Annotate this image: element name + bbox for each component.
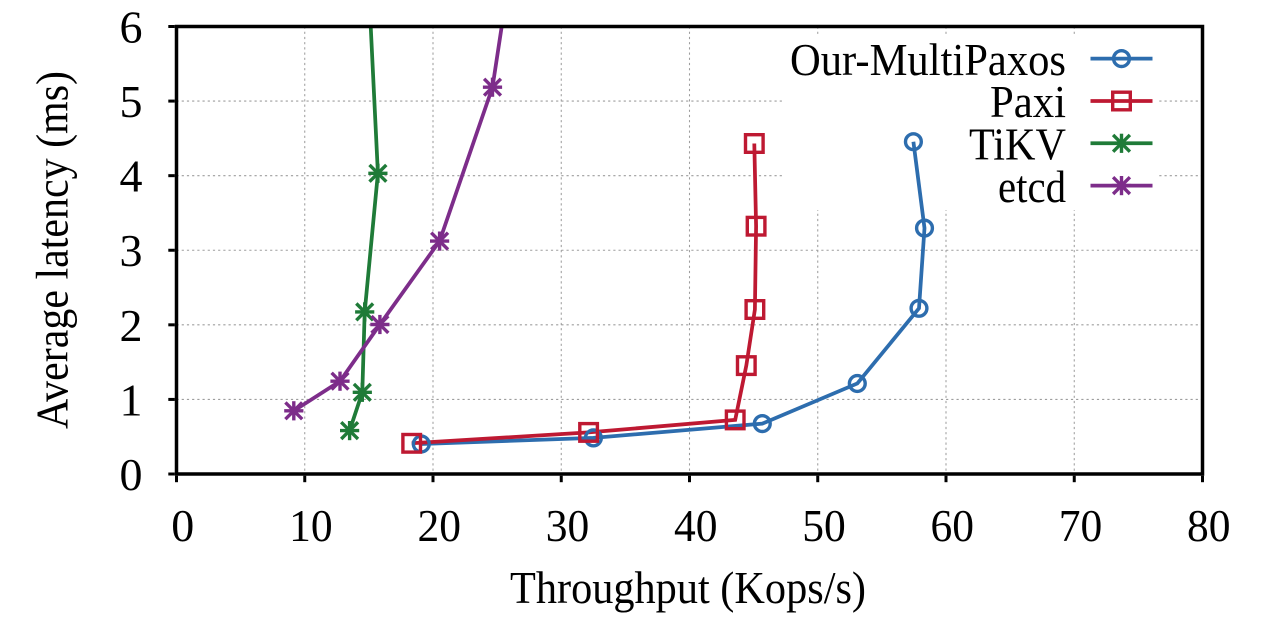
svg-text:6: 6 — [120, 2, 143, 53]
svg-text:10: 10 — [289, 500, 333, 551]
svg-text:1: 1 — [120, 374, 143, 425]
svg-text:TiKV: TiKV — [969, 119, 1066, 170]
svg-text:30: 30 — [546, 500, 590, 551]
svg-text:0: 0 — [171, 500, 194, 551]
svg-text:0: 0 — [120, 449, 143, 500]
svg-text:70: 70 — [1059, 500, 1103, 551]
svg-text:Average latency (ms): Average latency (ms) — [27, 71, 78, 429]
svg-text:60: 60 — [930, 500, 974, 551]
svg-text:Throughput (Kops/s): Throughput (Kops/s) — [510, 562, 866, 613]
svg-text:5: 5 — [120, 76, 143, 127]
svg-text:3: 3 — [120, 225, 143, 276]
svg-text:50: 50 — [802, 500, 846, 551]
svg-text:etcd: etcd — [998, 161, 1066, 212]
svg-text:2: 2 — [120, 300, 143, 351]
svg-text:40: 40 — [674, 500, 718, 551]
svg-text:80: 80 — [1187, 500, 1231, 551]
svg-text:Paxi: Paxi — [990, 76, 1066, 127]
svg-text:Our-MultiPaxos: Our-MultiPaxos — [790, 34, 1066, 85]
svg-text:20: 20 — [417, 500, 461, 551]
svg-text:4: 4 — [120, 151, 143, 202]
